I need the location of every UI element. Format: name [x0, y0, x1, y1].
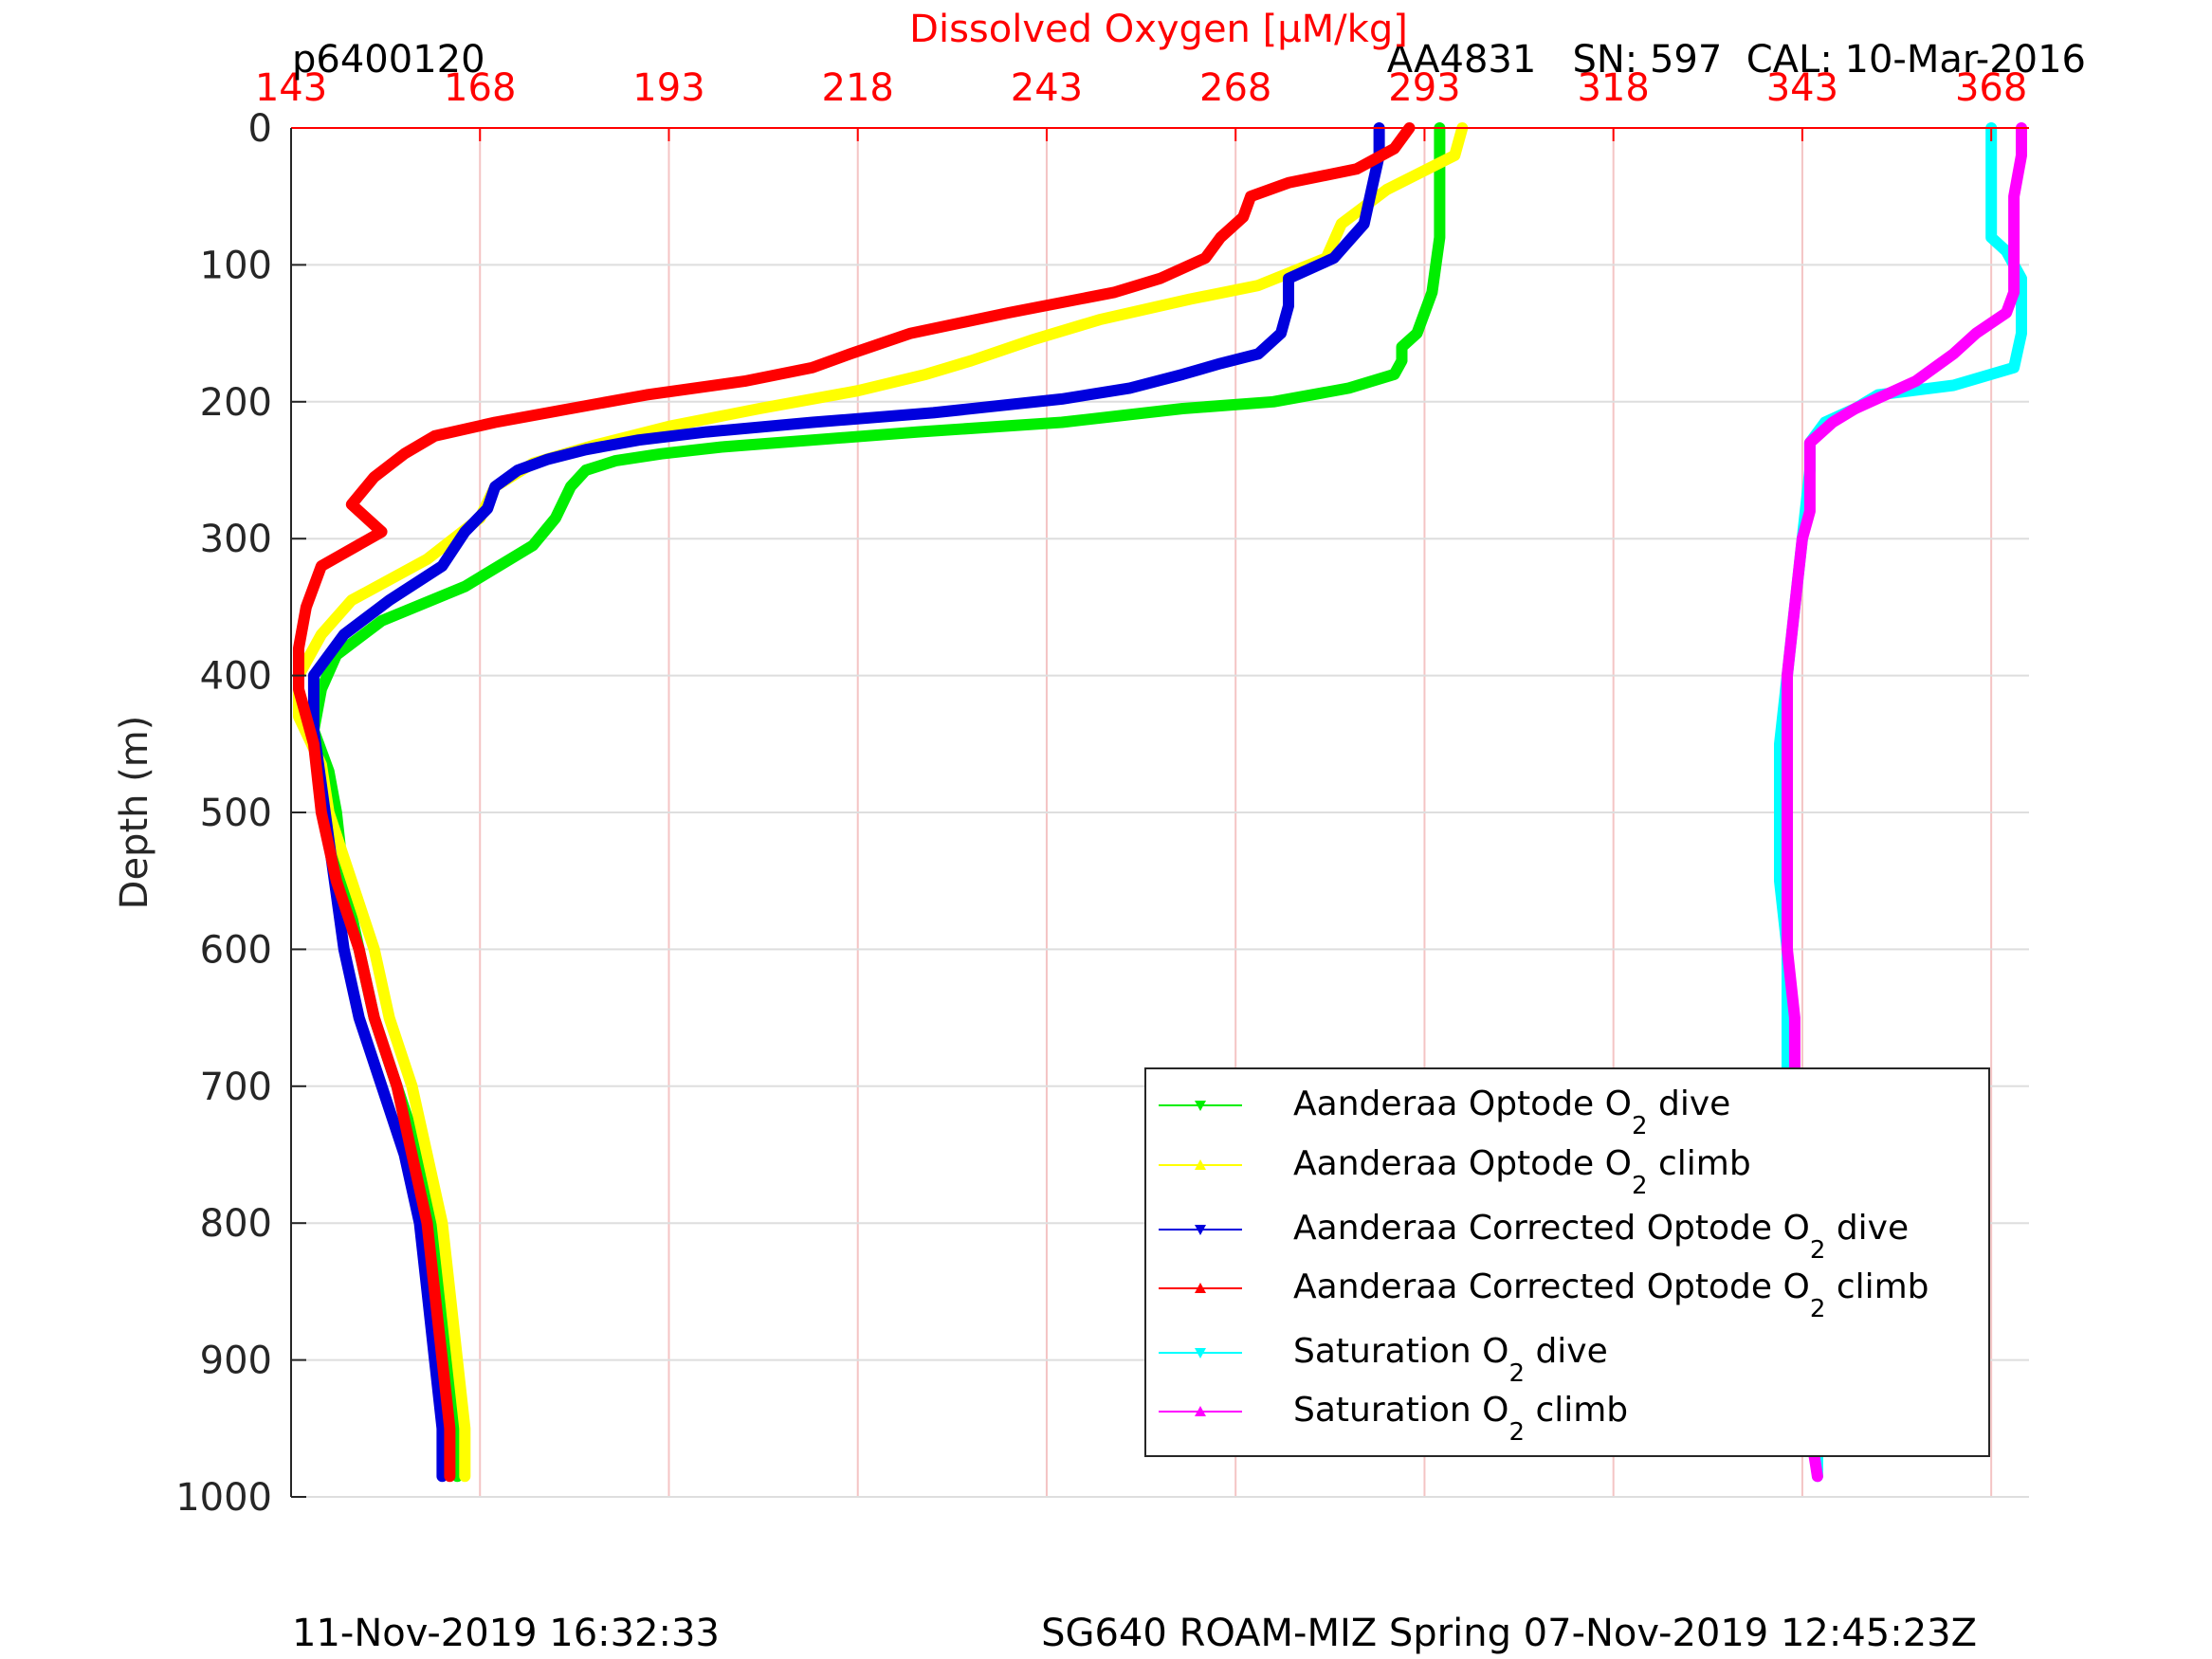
legend-label-subscript: 2: [1632, 1112, 1648, 1140]
y-tick-label: 400: [200, 655, 272, 699]
legend-label-1: Aanderaa Optode O2 dive: [1293, 1085, 1730, 1140]
x-tick-label: 143: [255, 66, 327, 110]
legend-label-subscript: 2: [1508, 1418, 1525, 1447]
x-tick-label: 293: [1388, 66, 1460, 110]
y-tick-label: 700: [200, 1066, 272, 1109]
legend-box: [1144, 1067, 1990, 1457]
legend-label-prefix: Aanderaa Corrected Optode O: [1293, 1209, 1810, 1248]
profile-id-label: p6400120: [292, 38, 485, 82]
legend-marker-6: [1195, 1406, 1206, 1416]
y-tick-label: 800: [200, 1202, 272, 1246]
legend-label-suffix: climb: [1525, 1391, 1628, 1430]
legend-marker-2: [1195, 1159, 1206, 1170]
y-tick-label: 0: [248, 107, 272, 151]
y-tick-label: 300: [200, 518, 272, 561]
legend-label-subscript: 2: [1632, 1172, 1648, 1200]
legend-label-suffix: climb: [1648, 1144, 1751, 1183]
y-tick-label: 1000: [175, 1476, 272, 1520]
legend-label-prefix: Aanderaa Optode O: [1293, 1085, 1632, 1123]
legend-label-prefix: Saturation O: [1293, 1332, 1508, 1371]
legend-label-prefix: Aanderaa Optode O: [1293, 1144, 1632, 1183]
legend-label-suffix: dive: [1825, 1209, 1909, 1248]
legend-marker-1: [1195, 1101, 1206, 1111]
series-line-3: [307, 122, 1385, 1483]
legend-label-prefix: Saturation O: [1293, 1391, 1508, 1430]
y-tick-label: 900: [200, 1340, 272, 1383]
x-tick-label: 268: [1199, 66, 1271, 110]
legend-label-subscript: 2: [1508, 1359, 1525, 1388]
y-tick-label: 600: [200, 928, 272, 972]
y-tick-label: 200: [200, 381, 272, 425]
x-tick-label: 368: [1955, 66, 2027, 110]
legend-label-3: Aanderaa Corrected Optode O2 dive: [1293, 1209, 1909, 1265]
y-tick-label: 100: [200, 244, 272, 287]
legend-label-subscript: 2: [1810, 1236, 1826, 1265]
footer-mission-info: SG640 ROAM-MIZ Spring 07-Nov-2019 12:45:…: [1041, 1612, 1977, 1655]
legend-label-subscript: 2: [1810, 1295, 1826, 1323]
legend-marker-5: [1195, 1348, 1206, 1358]
y-axis-title: Depth (m): [113, 716, 156, 910]
x-tick-label: 218: [822, 66, 894, 110]
legend-label-6: Saturation O2 climb: [1293, 1391, 1628, 1447]
legend-label-prefix: Aanderaa Corrected Optode O: [1293, 1267, 1810, 1306]
x-tick-label: 193: [632, 66, 704, 110]
series-line-4: [293, 122, 1416, 1483]
legend-label-2: Aanderaa Optode O2 climb: [1293, 1144, 1751, 1200]
x-tick-label: 343: [1766, 66, 1838, 110]
axes: 143 168 193 218 243 268 293 318 343 368 0 100 200 300…: [175, 66, 2029, 1520]
legend-marker-3: [1195, 1225, 1206, 1235]
legend-label-4: Aanderaa Corrected Optode O2 climb: [1293, 1267, 1929, 1323]
legend-label-suffix: climb: [1825, 1267, 1929, 1306]
x-tick-label: 318: [1577, 66, 1649, 110]
y-tick-label: 500: [200, 792, 272, 835]
legend-marker-4: [1195, 1283, 1206, 1293]
footer-timestamp: 11-Nov-2019 16:32:33: [292, 1612, 720, 1655]
sensor-info-label: AA4831 SN: 597 CAL: 10-Mar-2016: [1387, 38, 2086, 82]
legend-label-suffix: dive: [1525, 1332, 1608, 1371]
x-tick-label: 243: [1011, 66, 1083, 110]
legend-label-suffix: dive: [1648, 1085, 1731, 1123]
legend-label-5: Saturation O2 dive: [1293, 1332, 1608, 1388]
x-axis-title: Dissolved Oxygen [μM/kg]: [909, 8, 1408, 51]
x-tick-label: 168: [444, 66, 516, 110]
